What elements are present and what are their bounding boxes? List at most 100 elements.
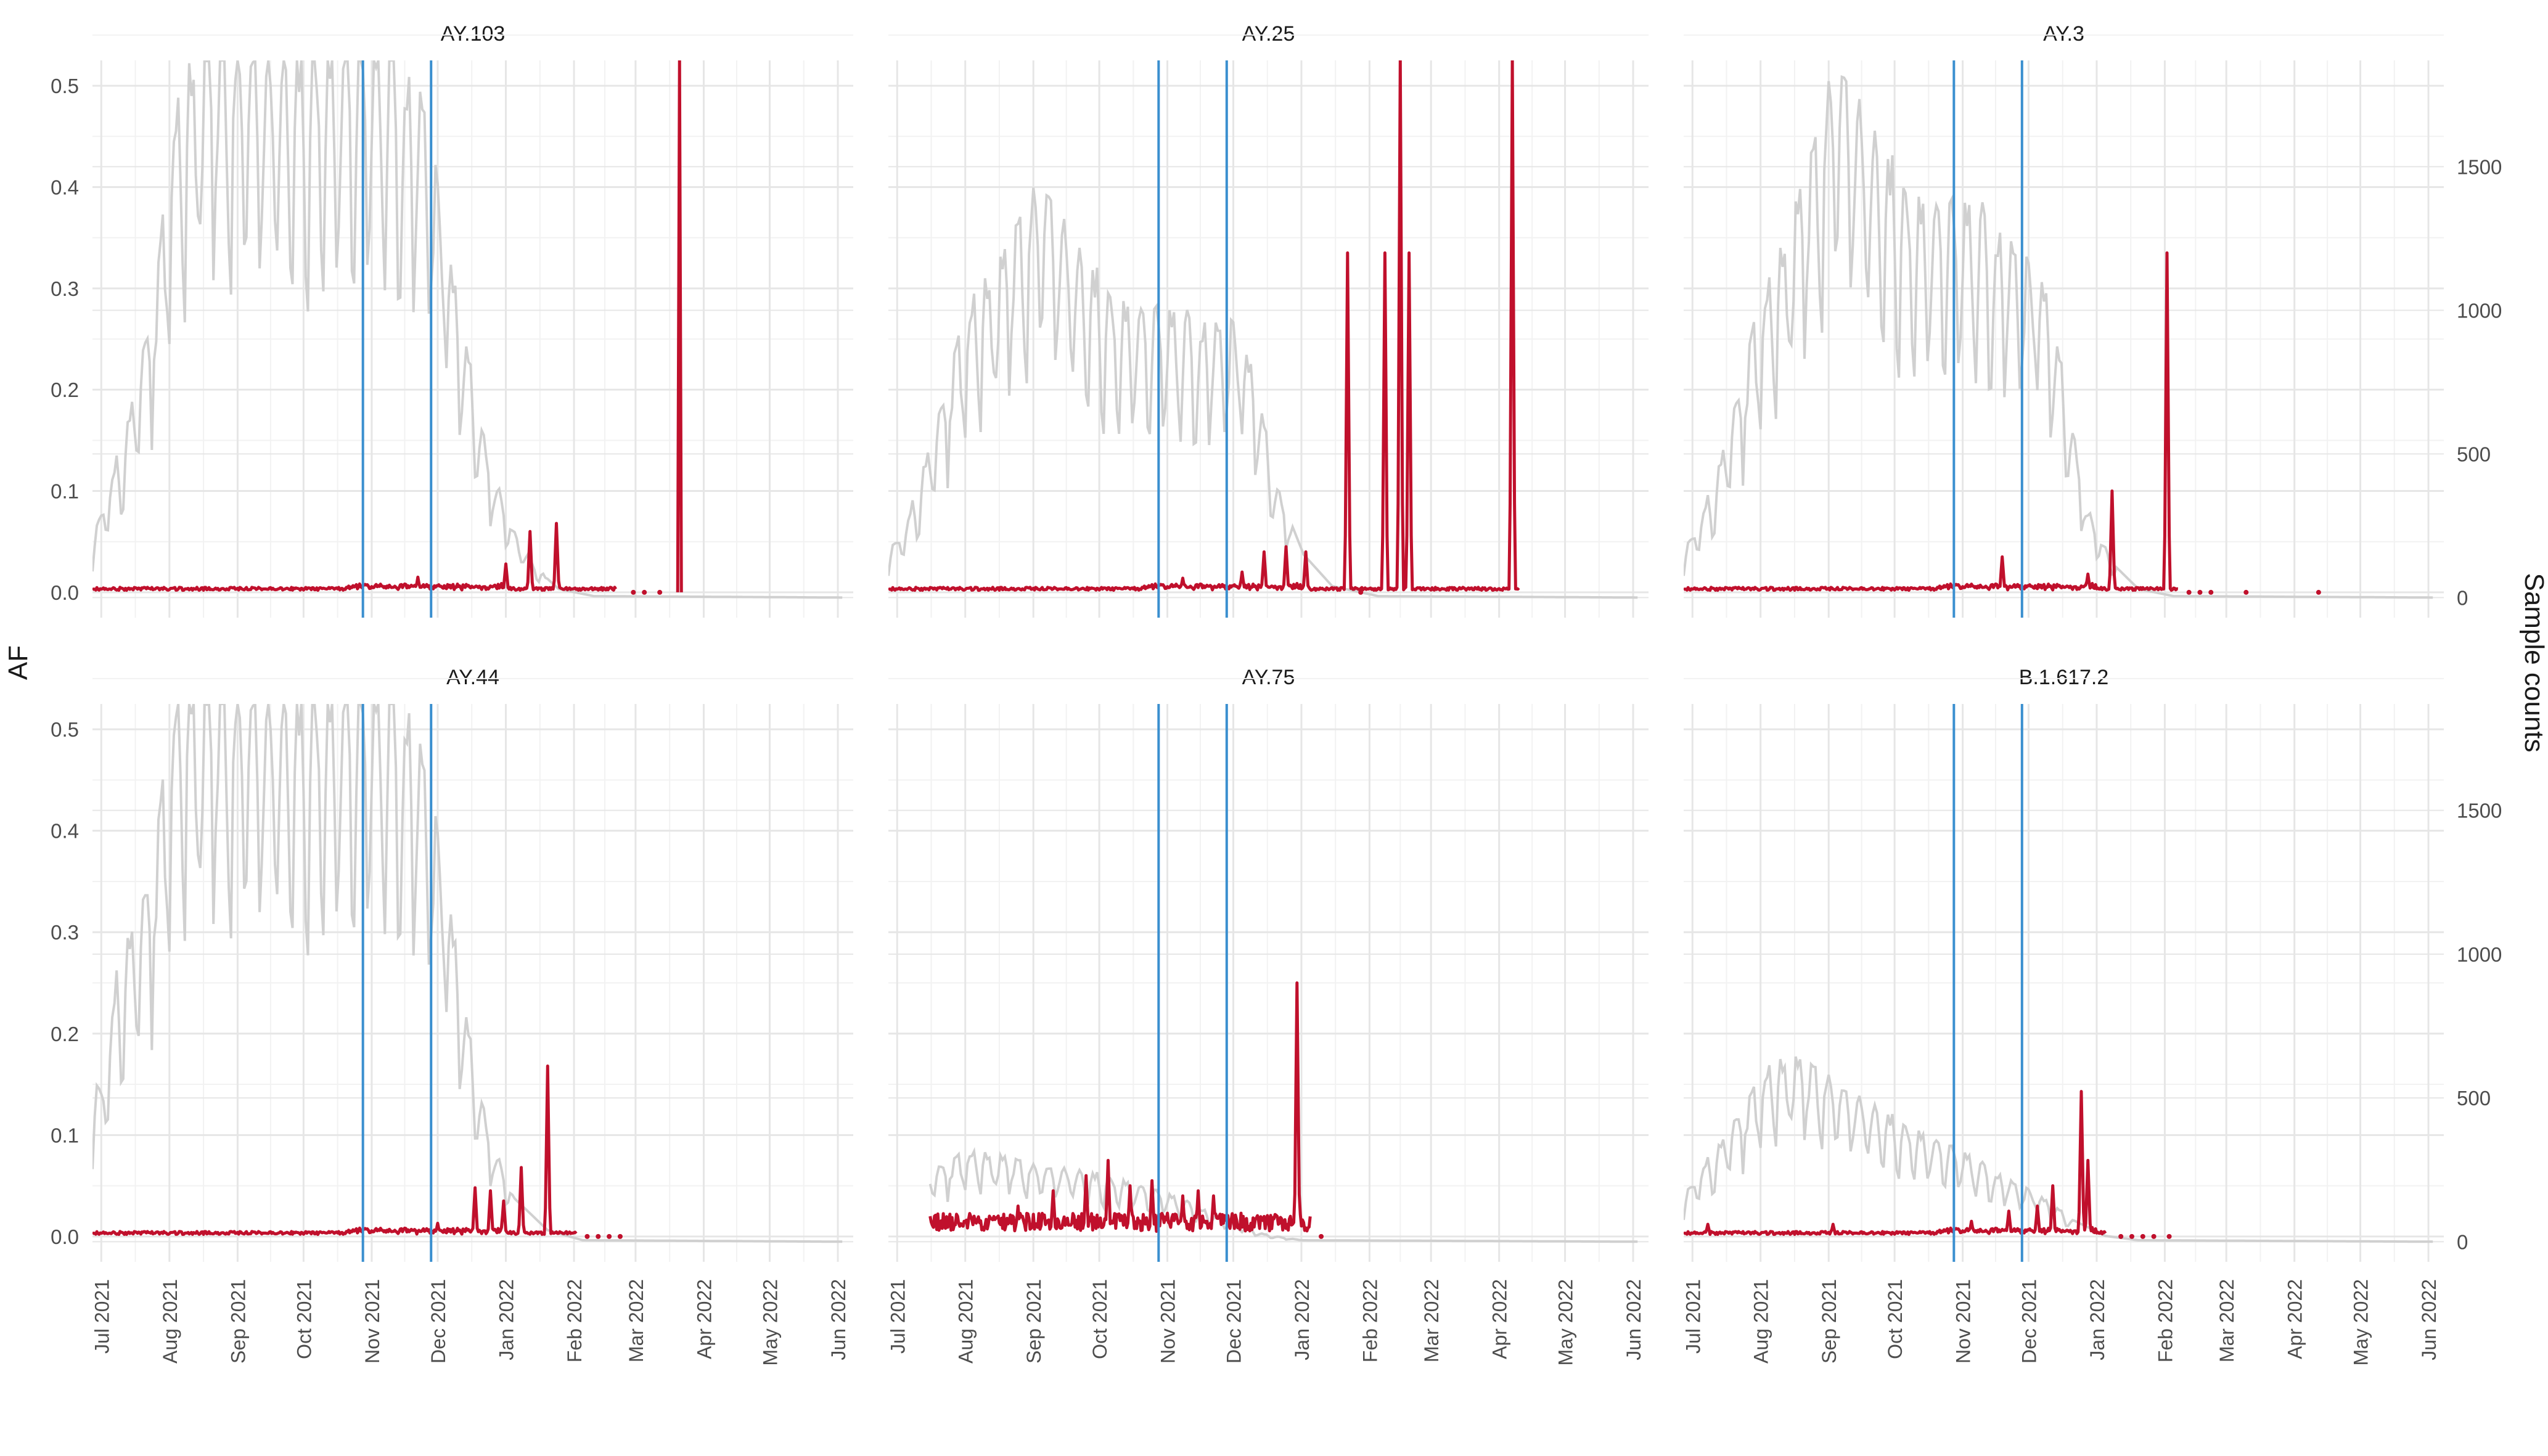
af-point <box>2316 589 2321 595</box>
panel-title: AY.44 <box>446 666 499 689</box>
panel-title: AY.75 <box>1242 666 1295 689</box>
x-tick-label: Dec 2021 <box>2018 1279 2041 1364</box>
y-axis-right-label: Sample counts <box>2519 573 2548 752</box>
x-tick-label: Nov 2021 <box>1952 1279 1975 1364</box>
x-tick-label: Sep 2021 <box>227 1279 249 1364</box>
af-series-line <box>888 60 1520 592</box>
x-tick-label: Dec 2021 <box>427 1279 449 1364</box>
counts-series-line <box>888 187 1638 599</box>
x-tick-label: Feb 2022 <box>1359 1279 1381 1362</box>
y-left-tick-label: 0.4 <box>51 176 79 198</box>
panel-title: AY.3 <box>2043 22 2084 46</box>
x-tick-label: Aug 2021 <box>955 1279 977 1364</box>
x-tick-label: Mar 2022 <box>625 1279 647 1362</box>
x-tick-label: Jun 2022 <box>827 1279 850 1360</box>
x-tick-label: Feb 2022 <box>563 1279 586 1362</box>
x-tick-label: Apr 2022 <box>2284 1279 2306 1359</box>
y-right-tick-label: 1500 <box>2457 800 2502 822</box>
y-left-tick-label: 0.0 <box>51 581 79 604</box>
af-series-line <box>1684 251 2179 592</box>
panel-ay-25: AY.25 <box>888 22 1649 618</box>
counts-series-line <box>92 60 843 599</box>
af-point <box>2140 1233 2145 1239</box>
x-tick-label: Aug 2021 <box>159 1279 181 1364</box>
af-point <box>2166 1233 2172 1239</box>
af-point <box>2197 589 2203 595</box>
y-right-tick-label: 0 <box>2457 586 2468 609</box>
x-tick-label: Sep 2021 <box>1023 1279 1045 1364</box>
x-tick-label: Feb 2022 <box>2154 1279 2176 1362</box>
af-point <box>1358 589 1364 595</box>
y-left-tick-label: 0.3 <box>51 277 79 300</box>
y-right-tick-label: 500 <box>2457 443 2491 465</box>
y-left-tick-label: 0.1 <box>51 1124 79 1147</box>
af-series-line <box>928 981 1312 1233</box>
af-point <box>2186 589 2192 595</box>
x-tick-label: Mar 2022 <box>1420 1279 1443 1362</box>
y-right-tick-label: 0 <box>2457 1230 2468 1253</box>
y-left-tick-label: 0.3 <box>51 921 79 944</box>
y-left-tick-label: 0.4 <box>51 820 79 843</box>
af-point <box>584 1233 590 1239</box>
counts-series-line <box>1684 1056 2433 1243</box>
x-tick-label: Nov 2021 <box>1157 1279 1179 1364</box>
panel-ay-75: AY.75 Jul 2021 Aug 2021 Sep 2021 Oct 2021 Nov… <box>887 666 1649 1366</box>
x-tick-label: Aug 2021 <box>1750 1279 1772 1364</box>
x-tick-label: Oct 2021 <box>1089 1279 1111 1359</box>
x-tick-label: Sep 2021 <box>1818 1279 1840 1364</box>
af-point <box>631 589 636 595</box>
x-tick-label: May 2022 <box>2350 1279 2372 1366</box>
af-point <box>2118 1233 2124 1239</box>
x-tick-label: Jan 2022 <box>496 1279 518 1360</box>
panel-plot-area <box>92 60 843 599</box>
y-left-tick-label: 0.5 <box>51 718 79 741</box>
y-right-tick-label: 1000 <box>2457 943 2502 966</box>
x-tick-label: May 2022 <box>760 1279 782 1366</box>
x-tick-label: Oct 2021 <box>293 1279 315 1359</box>
y-right-tick-label: 500 <box>2457 1087 2491 1110</box>
panel-plot-area <box>1684 75 2433 599</box>
counts-series-line <box>1684 75 2433 599</box>
af-series-line <box>1684 1090 2107 1237</box>
y-left-tick-label: 0.0 <box>51 1225 79 1248</box>
panel-title: B.1.617.2 <box>2019 666 2109 689</box>
x-tick-label: Jul 2021 <box>91 1279 113 1354</box>
panel-plot-area <box>1684 1056 2433 1243</box>
af-point <box>1319 1233 1324 1239</box>
y-right-tick-label: 1500 <box>2457 155 2502 178</box>
x-tick-label: Jul 2021 <box>887 1279 909 1354</box>
y-left-tick-label: 0.1 <box>51 480 79 503</box>
y-right-tick-label: 1000 <box>2457 299 2502 322</box>
af-point <box>596 1233 601 1239</box>
x-tick-label: Apr 2022 <box>1489 1279 1511 1359</box>
af-point <box>2243 589 2249 595</box>
x-tick-label: Jul 2021 <box>1682 1279 1704 1354</box>
panel-title: AY.25 <box>1242 22 1295 46</box>
af-point <box>2151 1233 2157 1239</box>
af-point <box>2129 1233 2134 1239</box>
x-tick-label: Dec 2021 <box>1223 1279 1245 1364</box>
y-left-tick-label: 0.2 <box>51 1023 79 1045</box>
x-tick-label: Jun 2022 <box>2418 1279 2440 1360</box>
panel-ay-3: AY.3 0 500 1000 1500 <box>1684 22 2502 618</box>
panel-title: AY.103 <box>441 22 506 46</box>
x-tick-label: Jan 2022 <box>1291 1279 1313 1360</box>
x-tick-label: Apr 2022 <box>694 1279 716 1359</box>
x-tick-label: May 2022 <box>1555 1279 1577 1366</box>
af-spike <box>676 60 683 592</box>
panel-plot-area <box>928 981 1638 1243</box>
af-series-line <box>92 1064 578 1237</box>
y-left-tick-label: 0.5 <box>51 75 79 97</box>
x-tick-label: Mar 2022 <box>2216 1279 2238 1362</box>
af-point <box>2208 589 2214 595</box>
y-left-tick-label: 0.2 <box>51 378 79 401</box>
panels-group: AY.103 0.0 0.1 0.2 0.3 0.4 0.5 AY.25 AY.3 0 500 100… <box>51 22 2502 1366</box>
counts-series-line <box>928 1147 1638 1243</box>
x-tick-label: Nov 2021 <box>361 1279 383 1364</box>
af-point <box>607 1233 612 1239</box>
panel-b-1-617-2: B.1.617.2 0 500 1000 1500 Jul 2021 Aug 2021 Sep… <box>1682 666 2502 1366</box>
x-tick-label: Jan 2022 <box>2086 1279 2108 1360</box>
af-series-line <box>92 521 617 592</box>
panel-plot-area <box>888 60 1638 599</box>
